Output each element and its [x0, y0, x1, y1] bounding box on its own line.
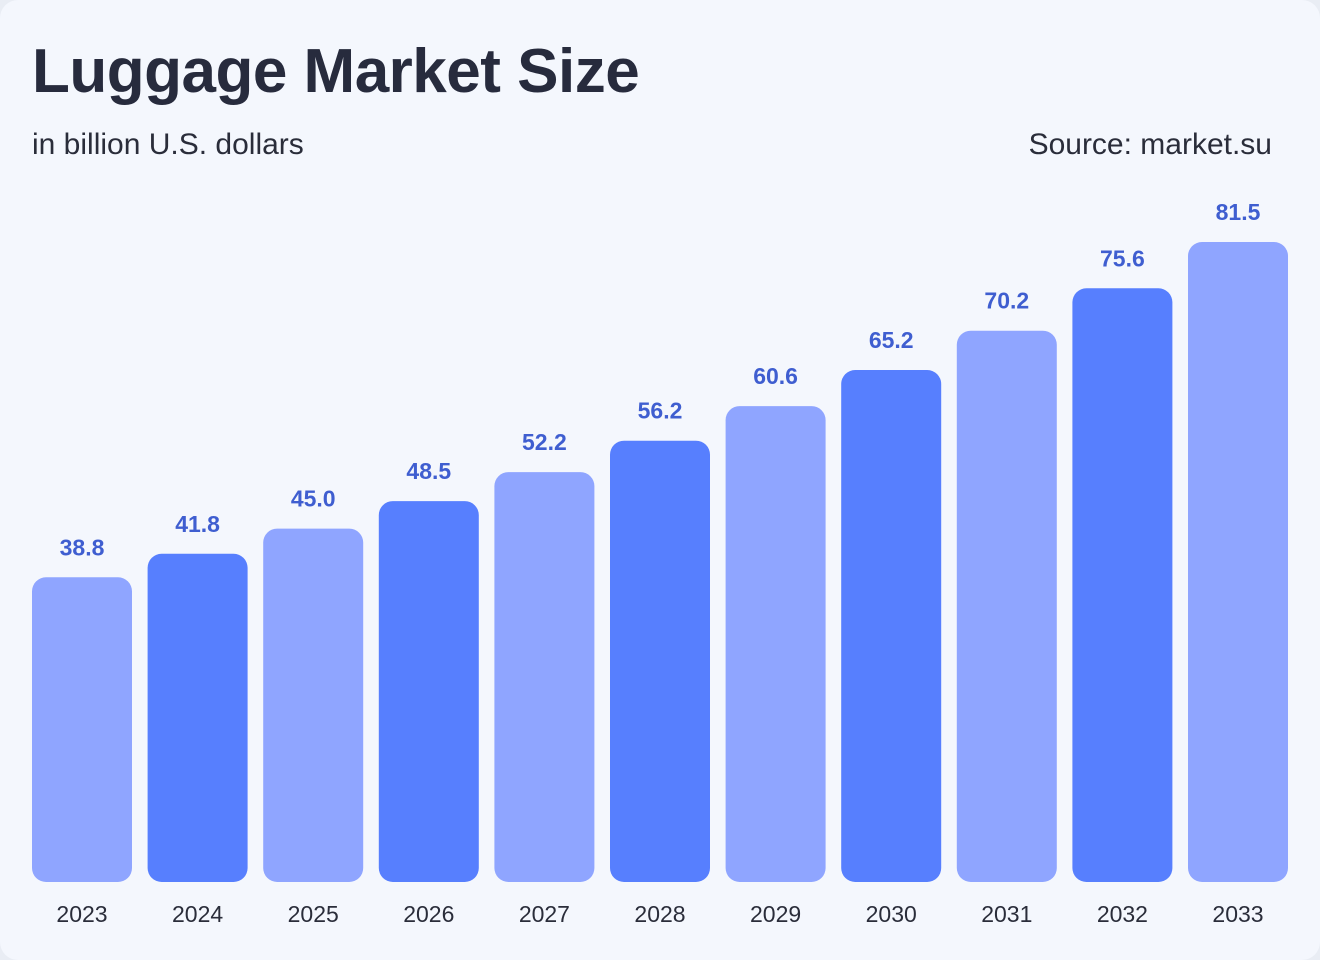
bar-2029	[725, 406, 826, 882]
value-label-2024: 41.8	[175, 511, 220, 537]
value-label-2030: 65.2	[869, 327, 914, 353]
x-tick-label-2026: 2026	[403, 901, 454, 927]
bar-2025	[263, 528, 364, 882]
x-tick-label-2027: 2027	[519, 901, 570, 927]
value-label-2027: 52.2	[522, 429, 567, 455]
chart-source: Source: market.su	[1028, 128, 1272, 161]
bar-2030	[841, 370, 942, 882]
x-tick-label-2030: 2030	[866, 901, 917, 927]
bar-2031	[956, 330, 1057, 882]
x-tick-label-2025: 2025	[288, 901, 339, 927]
value-label-2026: 48.5	[406, 458, 451, 484]
bar-2032	[1072, 288, 1173, 882]
bar-2027	[494, 472, 595, 882]
bar-2033	[1188, 242, 1288, 882]
value-label-2023: 38.8	[60, 534, 105, 560]
x-tick-label-2023: 2023	[56, 901, 107, 927]
value-label-2033: 81.5	[1216, 199, 1261, 225]
value-label-2032: 75.6	[1100, 245, 1145, 271]
x-tick-label-2033: 2033	[1212, 901, 1263, 927]
x-tick-label-2031: 2031	[981, 901, 1032, 927]
value-label-2029: 60.6	[753, 363, 798, 389]
x-tick-label-2024: 2024	[172, 901, 223, 927]
bar-2023	[32, 577, 132, 882]
value-label-2031: 70.2	[984, 288, 1029, 314]
bar-2026	[378, 501, 479, 882]
x-tick-label-2029: 2029	[750, 901, 801, 927]
chart-subtitle: in billion U.S. dollars	[32, 128, 304, 161]
x-tick-label-2032: 2032	[1097, 901, 1148, 927]
bar-2028	[610, 440, 710, 882]
value-label-2025: 45.0	[291, 486, 336, 512]
bar-2024	[147, 553, 248, 882]
chart-title: Luggage Market Size	[32, 37, 640, 106]
value-label-2028: 56.2	[638, 398, 683, 424]
x-tick-label-2028: 2028	[634, 901, 685, 927]
